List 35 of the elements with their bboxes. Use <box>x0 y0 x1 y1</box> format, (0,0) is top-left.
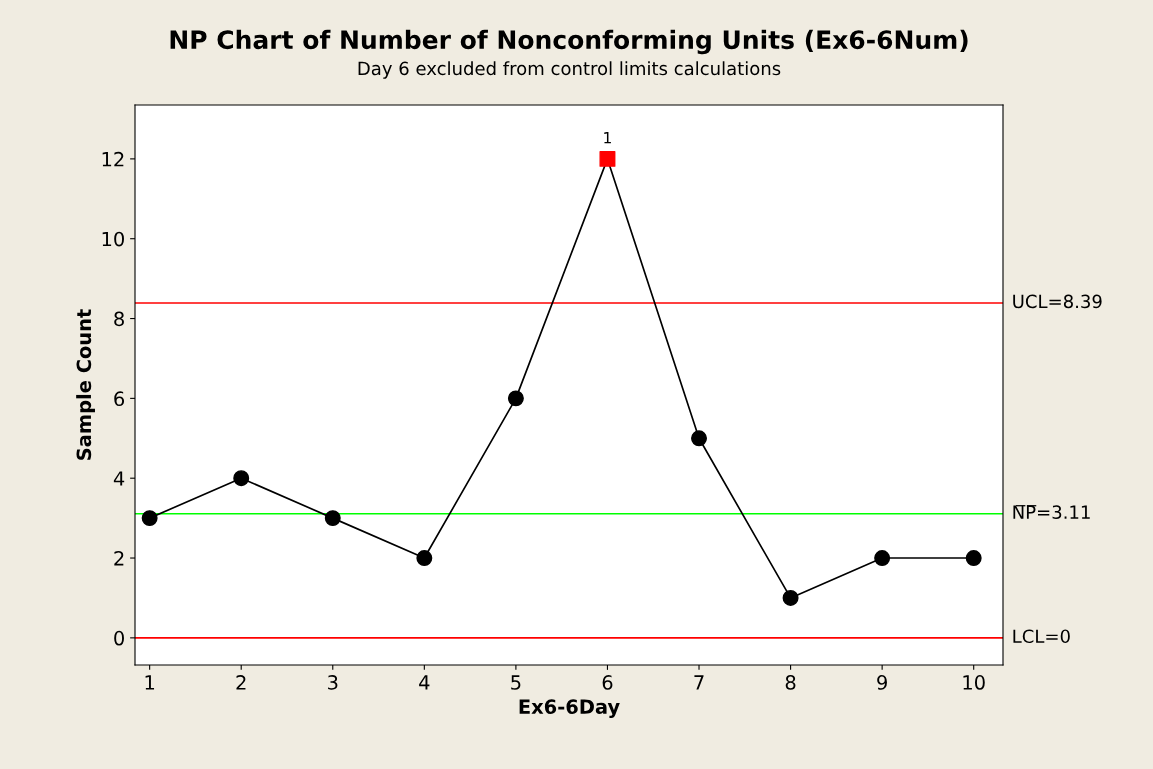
x-tick-label: 10 <box>963 675 985 690</box>
y-tick-label: 8 <box>114 311 124 327</box>
point <box>324 510 341 527</box>
point <box>507 390 524 407</box>
point <box>416 550 433 567</box>
point <box>233 470 250 487</box>
x-tick-label: 7 <box>694 675 704 690</box>
y-tick-label: 0 <box>114 630 124 646</box>
y-axis-title: Sample Count <box>76 309 95 460</box>
ref-line-label: UCL=8.39 <box>1013 294 1102 309</box>
point <box>599 150 616 167</box>
x-tick-label: 8 <box>785 675 796 690</box>
x-tick-label: 2 <box>236 675 246 690</box>
x-tick-label: 1 <box>145 675 155 690</box>
y-tick-label: 10 <box>102 231 124 247</box>
x-tick-label: 6 <box>602 675 613 690</box>
x-tick-label: 5 <box>511 675 521 690</box>
y-tick-label: 6 <box>114 391 125 407</box>
annotation: 1 <box>604 132 611 144</box>
y-tick-label: 2 <box>114 550 124 566</box>
point <box>782 589 799 606</box>
chart-title: NP Chart of Number of Nonconforming Units (Ex6-6Num) <box>170 29 968 55</box>
point <box>874 550 891 567</box>
ref-line-label: N̅P̅=3.11 <box>1013 505 1090 519</box>
y-tick-label: 4 <box>113 471 125 486</box>
chart-subtitle: Day 6 excluded from control limits calculations <box>358 61 781 79</box>
x-axis-title: Ex6-6Day <box>519 699 620 718</box>
point <box>965 550 982 567</box>
ref-line-label: LCL=0 <box>1013 629 1070 644</box>
point <box>691 430 707 447</box>
y-tick-label: 12 <box>102 151 124 167</box>
x-tick-label: 9 <box>877 675 887 690</box>
x-tick-label: 4 <box>419 675 430 690</box>
point <box>141 510 158 527</box>
x-tick-label: 3 <box>328 675 338 690</box>
